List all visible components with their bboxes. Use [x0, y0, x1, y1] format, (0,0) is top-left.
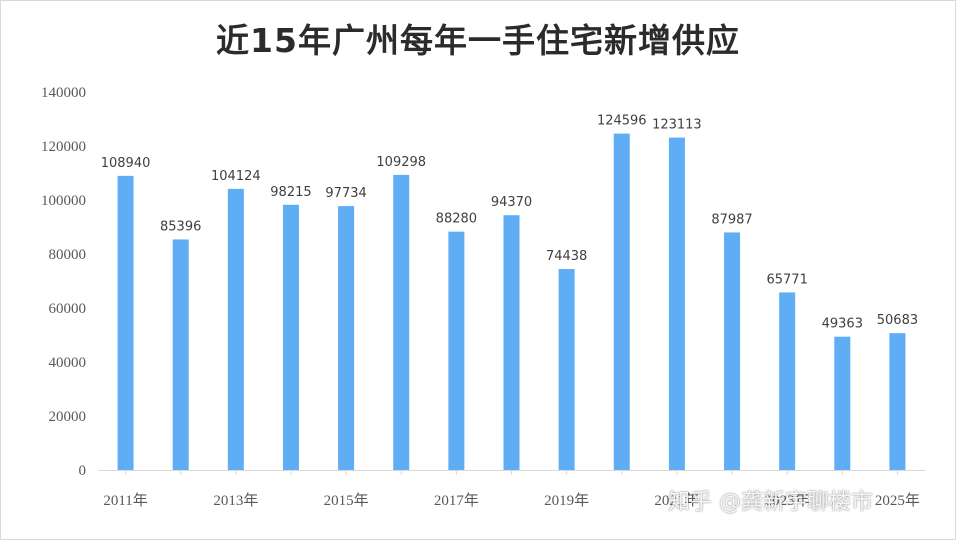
bar — [393, 174, 410, 471]
y-tick-label: 100000 — [41, 193, 86, 209]
data-label: 50683 — [877, 313, 918, 328]
x-tick-label: 2015年 — [324, 492, 369, 509]
x-tick-label: 2013年 — [213, 492, 258, 509]
data-label: 109298 — [376, 155, 426, 170]
x-axis: 2011年 2013年 2015年 2017年 2019年 2021年 2023年 2025年 — [98, 470, 925, 509]
bar — [338, 206, 355, 470]
y-tick-label: 40000 — [49, 355, 87, 371]
bar — [448, 231, 465, 470]
data-label: 108940 — [101, 156, 151, 171]
y-tick-label: 60000 — [49, 301, 87, 317]
y-tick-label: 140000 — [41, 85, 86, 101]
bar — [724, 232, 741, 470]
y-tick-label: 0 — [79, 463, 87, 479]
chart-title: 近15年广州每年一手住宅新增供应 — [216, 21, 740, 60]
bars: 108940 85396 104124 98215 97734 109298 88280 94… — [101, 114, 918, 471]
data-label: 97734 — [325, 186, 366, 201]
data-label: 88280 — [436, 212, 477, 227]
x-tick-label: 2021年 — [654, 492, 699, 509]
bar — [779, 292, 796, 470]
data-label: 124596 — [597, 114, 647, 129]
bar — [117, 175, 134, 470]
y-axis: 0 20000 40000 60000 80000 100000 120000 140000 — [41, 85, 86, 479]
y-tick-label: 20000 — [49, 409, 87, 425]
data-label: 104124 — [211, 169, 261, 184]
data-label: 65771 — [766, 272, 807, 287]
bar — [668, 137, 685, 470]
data-label: 123113 — [652, 118, 702, 133]
bar — [558, 269, 575, 470]
data-label: 74438 — [546, 249, 587, 264]
data-label: 49363 — [822, 317, 863, 332]
watermark: 知乎 @龚新宇聊楼市 — [668, 490, 873, 515]
bar — [613, 133, 630, 470]
bar — [227, 188, 244, 470]
x-tick-label: 2017年 — [434, 492, 479, 509]
bar — [172, 239, 189, 470]
data-label: 98215 — [270, 185, 311, 200]
data-label: 87987 — [711, 212, 752, 227]
x-tick-label: 2019年 — [544, 492, 589, 509]
x-tick-label: 2025年 — [875, 492, 920, 509]
data-label: 94370 — [491, 195, 532, 210]
y-tick-label: 120000 — [41, 139, 86, 155]
bar — [503, 215, 520, 470]
y-tick-label: 80000 — [49, 247, 87, 263]
bar — [282, 204, 299, 470]
x-tick-label: 2011年 — [103, 492, 147, 509]
data-label: 85396 — [160, 219, 201, 234]
bar — [834, 336, 851, 470]
bar — [889, 333, 906, 470]
x-tick-label: 2023年 — [765, 492, 810, 509]
